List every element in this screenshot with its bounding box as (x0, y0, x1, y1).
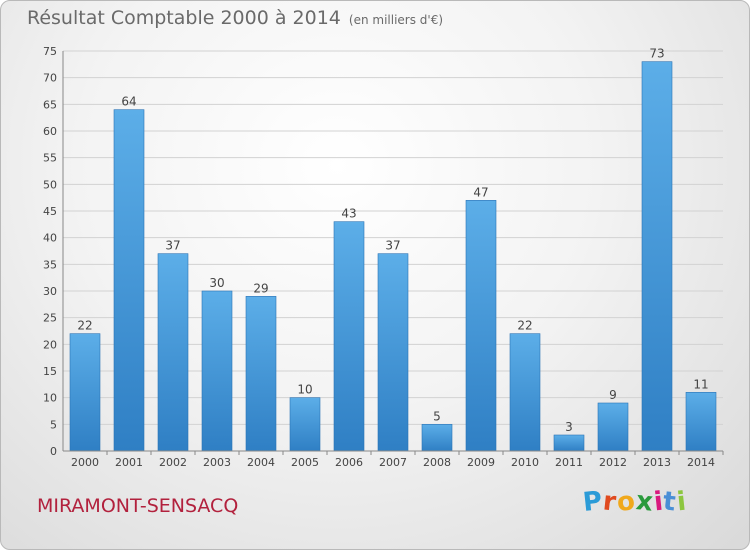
x-tick-label: 2005 (291, 456, 319, 469)
bar (421, 424, 453, 452)
x-tick-label: 2012 (599, 456, 627, 469)
y-tick-label: 45 (43, 205, 57, 218)
bar (377, 253, 409, 452)
y-tick-label: 50 (43, 178, 57, 191)
bars: 22 64 37 30 29 10 43 37 5 47 22 3 9 73 11 (69, 47, 717, 452)
y-tick-label: 5 (50, 418, 57, 431)
y-tick-label: 0 (50, 445, 57, 458)
commune-name: MIRAMONT-SENSACQ (37, 495, 239, 517)
y-tick-label: 40 (43, 232, 57, 245)
data-label: 9 (609, 388, 617, 402)
x-tick-label: 2011 (555, 456, 583, 469)
x-tick-label: 2003 (203, 456, 231, 469)
data-label: 47 (473, 185, 488, 199)
y-tick-label: 55 (43, 152, 57, 165)
data-label: 22 (77, 319, 92, 333)
y-tick-label: 35 (43, 258, 57, 271)
x-tick-label: 2007 (379, 456, 407, 469)
title-text: Résultat Comptable 2000 à 2014 (27, 7, 341, 29)
x-axis: 2000 2001 2002 2003 2004 2005 2006 2007 2008 2009… (63, 450, 724, 469)
x-tick-label: 2000 (71, 456, 99, 469)
data-label: 29 (253, 281, 268, 295)
data-label: 73 (649, 47, 664, 61)
x-tick-label: 2001 (115, 456, 143, 469)
data-label: 11 (693, 377, 708, 391)
y-tick-label: 20 (43, 338, 57, 351)
data-label: 3 (565, 420, 573, 434)
y-tick-label: 25 (43, 312, 57, 325)
logo-letter: i (675, 486, 689, 518)
bar (553, 434, 585, 452)
x-tick-label: 2002 (159, 456, 187, 469)
data-label: 22 (517, 319, 532, 333)
bar (69, 333, 101, 452)
x-tick-label: 2004 (247, 456, 275, 469)
bar (641, 61, 673, 452)
data-label: 10 (297, 383, 312, 397)
bar (245, 296, 277, 452)
bar (509, 333, 541, 452)
data-label: 5 (433, 409, 441, 423)
bar (289, 397, 321, 452)
y-tick-label: 10 (43, 392, 57, 405)
y-tick-label: 75 (43, 45, 57, 58)
data-label: 43 (341, 207, 356, 221)
data-label: 37 (385, 239, 400, 253)
x-tick-label: 2009 (467, 456, 495, 469)
y-axis: 0 5 10 15 20 25 30 35 40 45 50 55 60 65 70 75 (43, 45, 64, 458)
title-unit: (en milliers d'€) (348, 13, 444, 27)
chart-title: Résultat Comptable 2000 à 2014 (en millie… (27, 7, 443, 29)
y-tick-label: 70 (43, 72, 57, 85)
bar (333, 221, 365, 452)
bar (465, 200, 497, 452)
y-tick-label: 30 (43, 285, 57, 298)
bar (685, 392, 717, 452)
bar (113, 109, 145, 452)
y-tick-label: 65 (43, 98, 57, 111)
bar (157, 253, 189, 452)
y-tick-label: 15 (43, 365, 57, 378)
data-label: 37 (165, 239, 180, 253)
x-tick-label: 2014 (687, 456, 715, 469)
x-tick-label: 2006 (335, 456, 363, 469)
y-tick-label: 60 (43, 125, 57, 138)
data-label: 30 (209, 276, 224, 290)
data-label: 64 (121, 95, 136, 109)
proxiti-logo: Proxiti (581, 486, 689, 518)
x-tick-label: 2008 (423, 456, 451, 469)
x-tick-label: 2010 (511, 456, 539, 469)
bar (597, 402, 629, 452)
x-tick-label: 2013 (643, 456, 671, 469)
bar (201, 290, 233, 452)
